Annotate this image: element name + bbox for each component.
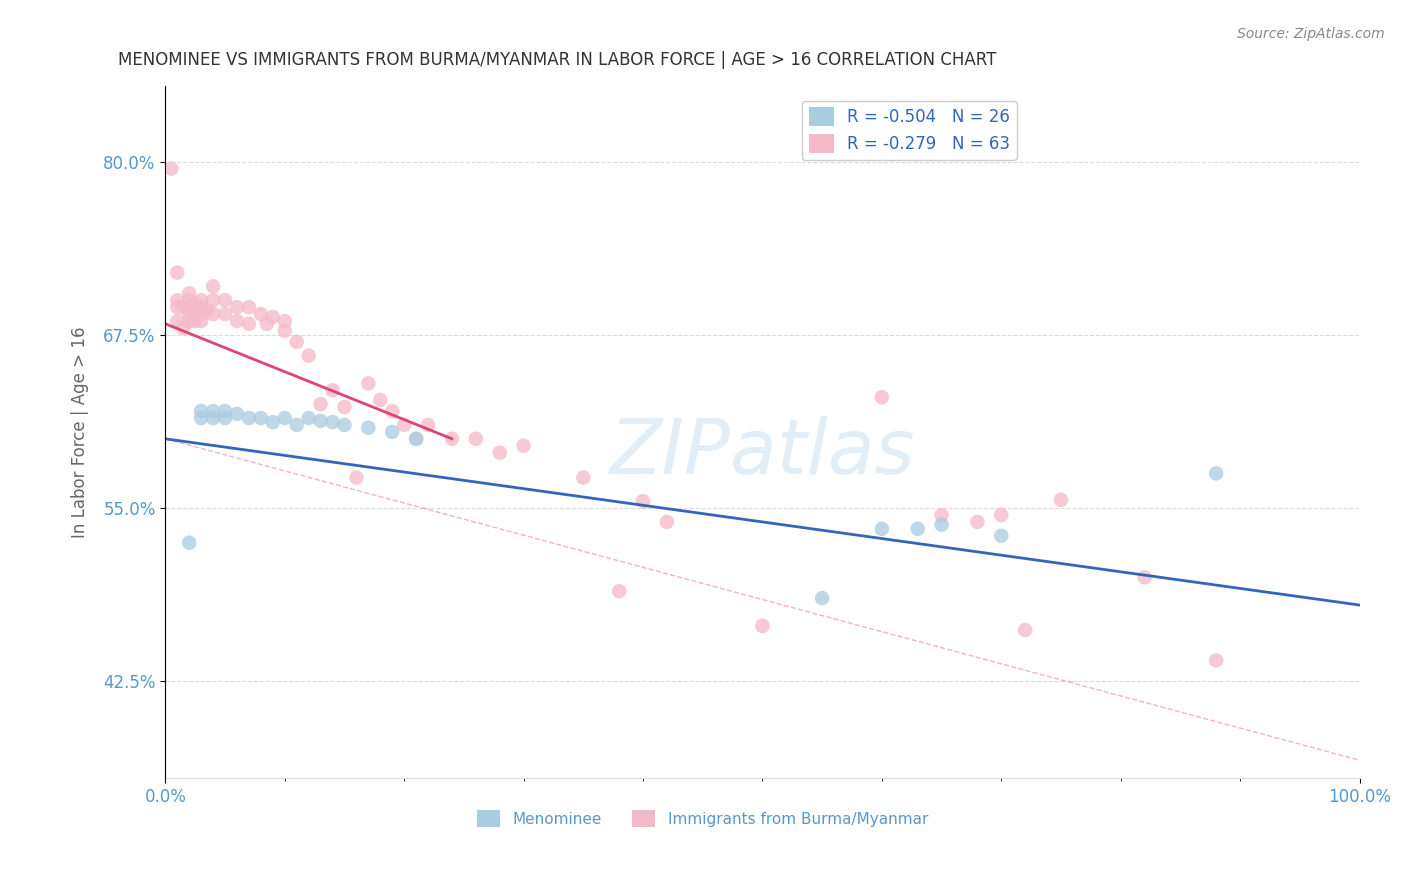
Point — [440, 432, 463, 446]
Point — [214, 307, 236, 321]
Point — [166, 300, 188, 314]
Point — [190, 411, 212, 425]
Point — [274, 314, 297, 328]
Point — [931, 517, 953, 532]
Point — [392, 417, 415, 432]
Point — [405, 432, 427, 446]
Point — [195, 302, 218, 317]
Point — [655, 515, 678, 529]
Point — [811, 591, 834, 606]
Point — [870, 522, 893, 536]
Point — [226, 300, 249, 314]
Point — [214, 411, 236, 425]
Point — [607, 584, 630, 599]
Point — [179, 293, 201, 308]
Point — [1205, 467, 1227, 481]
Point — [184, 314, 207, 328]
Point — [285, 334, 308, 349]
Point — [190, 293, 212, 308]
Text: MENOMINEE VS IMMIGRANTS FROM BURMA/MYANMAR IN LABOR FORCE | AGE > 16 CORRELATION: MENOMINEE VS IMMIGRANTS FROM BURMA/MYANM… — [118, 51, 995, 69]
Point — [250, 307, 273, 321]
Point — [1205, 653, 1227, 667]
Point — [1050, 492, 1073, 507]
Point — [262, 310, 284, 324]
Point — [405, 432, 427, 446]
Point — [309, 397, 332, 411]
Point — [179, 307, 201, 321]
Point — [1133, 570, 1156, 584]
Point — [631, 494, 654, 508]
Point — [238, 300, 260, 314]
Point — [344, 470, 367, 484]
Point — [322, 415, 344, 429]
Point — [202, 404, 225, 418]
Point — [214, 293, 236, 308]
Point — [274, 324, 297, 338]
Point — [190, 300, 212, 314]
Legend: Menominee, Immigrants from Burma/Myanmar: Menominee, Immigrants from Burma/Myanmar — [471, 804, 934, 833]
Point — [285, 417, 308, 432]
Point — [172, 321, 194, 335]
Point — [298, 349, 321, 363]
Point — [870, 390, 893, 404]
Point — [488, 445, 510, 459]
Point — [172, 300, 194, 314]
Point — [226, 407, 249, 421]
Point — [238, 317, 260, 331]
Point — [381, 425, 404, 439]
Point — [179, 286, 201, 301]
Point — [907, 522, 929, 536]
Point — [381, 404, 404, 418]
Point — [416, 417, 439, 432]
Point — [226, 314, 249, 328]
Point — [751, 619, 773, 633]
Point — [990, 529, 1012, 543]
Point — [931, 508, 953, 522]
Y-axis label: In Labor Force | Age > 16: In Labor Force | Age > 16 — [72, 326, 89, 538]
Point — [160, 161, 183, 176]
Point — [262, 415, 284, 429]
Point — [166, 314, 188, 328]
Point — [357, 376, 380, 391]
Point — [572, 470, 595, 484]
Point — [179, 300, 201, 314]
Point — [1014, 623, 1036, 637]
Text: Source: ZipAtlas.com: Source: ZipAtlas.com — [1237, 27, 1385, 41]
Point — [256, 317, 278, 331]
Point — [309, 414, 332, 428]
Point — [238, 411, 260, 425]
Point — [298, 411, 321, 425]
Point — [202, 411, 225, 425]
Point — [368, 392, 391, 407]
Point — [190, 314, 212, 328]
Point — [202, 307, 225, 321]
Point — [184, 302, 207, 317]
Point — [190, 307, 212, 321]
Point — [166, 293, 188, 308]
Point — [333, 417, 356, 432]
Point — [322, 384, 344, 398]
Point — [190, 404, 212, 418]
Point — [179, 314, 201, 328]
Point — [512, 439, 534, 453]
Text: ZIPatlas: ZIPatlas — [610, 416, 915, 490]
Point — [184, 296, 207, 310]
Point — [202, 279, 225, 293]
Point — [214, 404, 236, 418]
Point — [357, 420, 380, 434]
Point — [202, 293, 225, 308]
Point — [179, 535, 201, 549]
Point — [966, 515, 988, 529]
Point — [166, 266, 188, 280]
Point — [333, 400, 356, 414]
Point — [274, 411, 297, 425]
Point — [464, 432, 486, 446]
Point — [250, 411, 273, 425]
Point — [990, 508, 1012, 522]
